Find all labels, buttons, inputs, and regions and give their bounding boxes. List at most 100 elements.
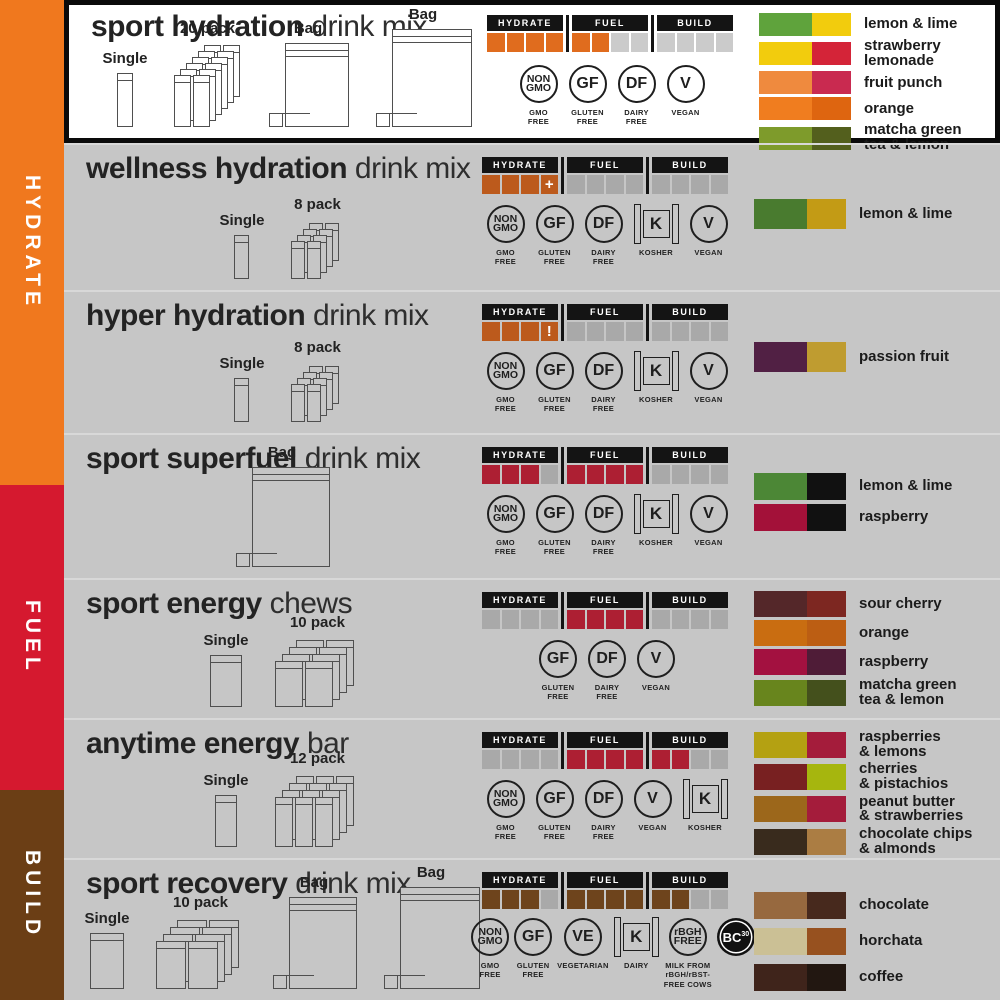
package-unit xyxy=(187,941,218,989)
flavor-swatch xyxy=(754,591,846,617)
meter-cell xyxy=(521,890,539,909)
non-gmo-icon: NON GMO xyxy=(486,205,525,243)
single-pouch-illustration xyxy=(90,933,124,989)
meter-cell xyxy=(691,750,709,769)
badge-dairy-free: DF DAIRY FREE xyxy=(584,205,623,267)
non-gmo-icon: NON GMO xyxy=(486,352,525,390)
multi-pack-illustration xyxy=(173,43,242,127)
diet-badges: NON GMO GMO FREE GF GLUTEN FREE VE VEGETARI… xyxy=(470,917,756,989)
flavor-item: raspberry xyxy=(754,649,1000,675)
flavor-list: lemon & lime raspberry xyxy=(754,473,1000,531)
flavor-label: passion fruit xyxy=(859,347,950,365)
meter-cell xyxy=(482,465,500,484)
meter-divider xyxy=(646,157,649,194)
badge-kosher: K KOSHER xyxy=(633,204,679,257)
flavor-item: lemon & lime xyxy=(754,199,1000,229)
nutrition-meter: HYDRATE FUEL BUILD xyxy=(482,732,728,769)
meter-cell xyxy=(540,750,558,769)
multi-pack-illustration xyxy=(290,362,345,422)
badge-bc30-probiotic: BC 30 xyxy=(716,918,755,956)
package-single: Single xyxy=(85,910,130,989)
flavor-swatch xyxy=(754,649,846,675)
meter-cell xyxy=(710,750,728,769)
meter-header-build: BUILD xyxy=(657,15,733,31)
bag-gusset xyxy=(235,552,277,567)
flavor-swatch xyxy=(754,473,846,500)
meter-divider xyxy=(561,447,564,484)
flavor-swatch xyxy=(759,42,851,66)
multi-pack-illustration xyxy=(274,637,361,707)
flavor-item: coffee xyxy=(754,964,1000,991)
flavor-swatch xyxy=(754,928,846,955)
flavor-item: sour cherry xyxy=(754,591,1000,617)
package-bag-medium: Bag xyxy=(268,20,349,127)
rbgh-free-icon: rBGH FREE xyxy=(668,918,707,956)
meter-cell xyxy=(586,175,604,194)
meter-cell xyxy=(671,890,689,909)
badge-non-gmo: NON GMO GMO FREE xyxy=(486,352,525,414)
diet-badges: NON GMO GMO FREE GF GLUTEN FREE DF DAIRY FR… xyxy=(476,351,738,414)
badge-kosher: K KOSHER xyxy=(633,351,679,404)
flavor-list: lemon & lime xyxy=(754,199,1000,229)
meter-cell xyxy=(540,610,558,629)
bag-illustration xyxy=(235,467,330,567)
dairy-free-icon: DF xyxy=(617,65,656,103)
meter-cell xyxy=(567,890,585,909)
badge-vegan: V VEGAN xyxy=(689,205,728,257)
meter-cell xyxy=(671,750,689,769)
meter-cell xyxy=(652,890,670,909)
badge-non-gmo: NON GMO GMO FREE xyxy=(486,205,525,267)
meter-cell xyxy=(652,465,670,484)
package-options: Single 8 pack xyxy=(88,196,476,279)
meter-cell xyxy=(625,465,643,484)
meter-cell xyxy=(526,33,544,52)
meter-cell xyxy=(652,750,670,769)
package-unit xyxy=(274,797,293,847)
vegan-icon: V xyxy=(689,205,728,243)
non-gmo-icon: NON GMO xyxy=(486,495,525,533)
nutrition-meter: HYDRATE + FUEL BUILD xyxy=(482,157,728,194)
bag-illustration xyxy=(375,29,472,127)
meter-cell xyxy=(710,175,728,194)
flavor-swatch xyxy=(754,964,846,991)
package-options: Single 20 pack Bag Bag xyxy=(93,6,481,127)
package-unit xyxy=(290,241,305,279)
meter-cell xyxy=(710,465,728,484)
meter-cell xyxy=(606,175,624,194)
gluten-free-icon: GF xyxy=(535,352,574,390)
kosher-scroll-icon: K xyxy=(633,351,679,391)
meter-cell xyxy=(521,322,539,341)
gluten-free-icon: GF xyxy=(535,780,574,818)
meter-cell xyxy=(625,175,643,194)
meter-cell xyxy=(567,322,585,341)
bag-gusset xyxy=(383,974,425,989)
meter-cell xyxy=(606,322,624,341)
meter-divider xyxy=(561,732,564,769)
badge-gluten-free: GF GLUTEN FREE xyxy=(514,918,553,980)
meter-cell xyxy=(691,322,709,341)
bag-illustration xyxy=(383,887,480,989)
non-gmo-icon: NON GMO xyxy=(471,918,510,956)
product-title: hyper hydration drink mix xyxy=(86,299,429,332)
package-bag-medium: Bag xyxy=(272,874,357,989)
badge-vegan: V VEGAN xyxy=(633,780,672,832)
non-gmo-icon: NON GMO xyxy=(519,65,558,103)
meter-cell xyxy=(567,465,585,484)
badge-gluten-free: GF GLUTEN FREE xyxy=(535,352,574,414)
package-unit xyxy=(155,941,186,989)
meter-cell xyxy=(521,465,539,484)
meter-cell xyxy=(506,33,524,52)
flavor-label: coffee xyxy=(859,968,904,986)
package-unit xyxy=(290,384,305,422)
meter-cell xyxy=(715,33,733,52)
flavor-item: chocolate xyxy=(754,892,1000,919)
product-row-wellness-hydration: wellness hydration drink mix Single 8 pa… xyxy=(64,143,1000,290)
meter-cell xyxy=(625,610,643,629)
meter-divider xyxy=(646,304,649,341)
meter-cell xyxy=(482,890,500,909)
meter-cell xyxy=(625,750,643,769)
dairy-free-icon: DF xyxy=(584,780,623,818)
meter-divider xyxy=(646,732,649,769)
package-options: Single 12 pack xyxy=(88,750,476,847)
vegan-icon: V xyxy=(633,780,672,818)
